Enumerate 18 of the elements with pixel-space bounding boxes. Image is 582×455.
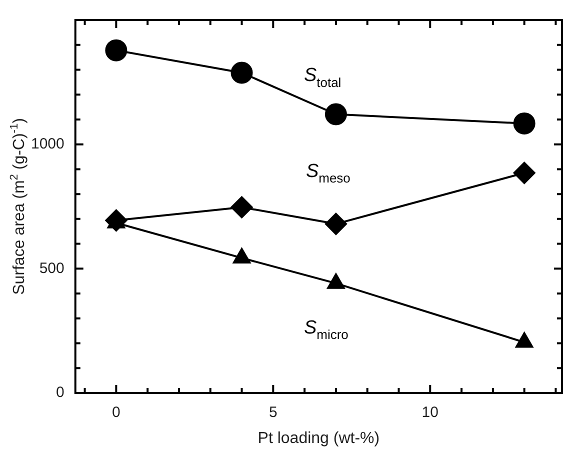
x-tick-label: 10 (422, 404, 438, 422)
point (230, 196, 253, 218)
point (513, 112, 536, 134)
point (324, 212, 347, 235)
point (327, 273, 345, 289)
point (516, 332, 534, 348)
point (232, 248, 251, 264)
x-axis-title: Pt loading (wt-%) (258, 430, 380, 447)
point (324, 103, 347, 126)
y-tick-label: 0 (56, 384, 64, 402)
point (513, 162, 536, 184)
y-axis-title: Surface area (m2 (g-C)-1) (8, 118, 28, 295)
y-tick-label: 500 (39, 260, 64, 277)
x-tick-label: 5 (268, 404, 278, 422)
point (105, 39, 128, 62)
x-tick-label: 0 (112, 404, 120, 422)
point (230, 62, 253, 84)
y-tick-label: 1000 (30, 135, 64, 152)
